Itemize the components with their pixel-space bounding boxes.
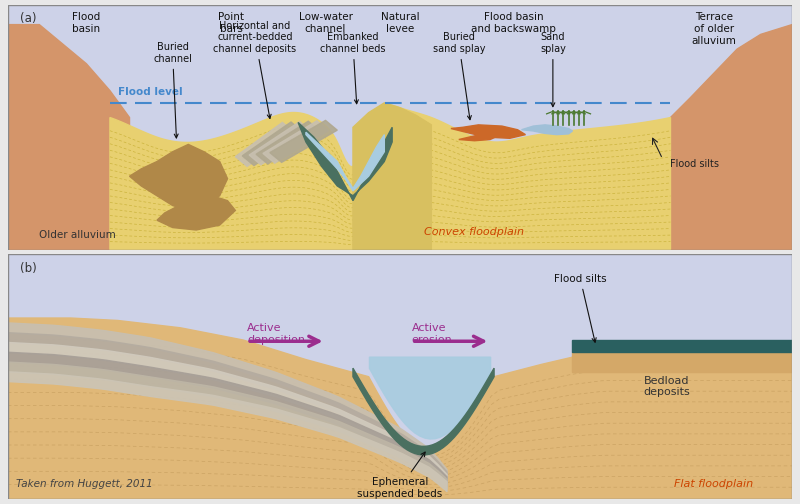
Polygon shape: [270, 120, 338, 162]
Text: Terrace
of older
alluvium: Terrace of older alluvium: [691, 13, 736, 45]
Text: Buried
channel: Buried channel: [154, 42, 192, 138]
Text: Flood level: Flood level: [118, 87, 182, 97]
Text: Bedload
deposits: Bedload deposits: [643, 375, 690, 397]
Polygon shape: [8, 333, 447, 482]
Polygon shape: [451, 125, 526, 138]
Text: Older alluvium: Older alluvium: [39, 230, 116, 240]
Polygon shape: [249, 121, 311, 165]
Polygon shape: [130, 145, 227, 211]
Text: Point
bars: Point bars: [218, 13, 245, 34]
Polygon shape: [8, 372, 447, 491]
Text: Flood basin
and backswamp: Flood basin and backswamp: [471, 13, 556, 34]
Text: Natural
levee: Natural levee: [381, 13, 419, 34]
Polygon shape: [242, 122, 302, 166]
Polygon shape: [306, 132, 384, 191]
Polygon shape: [8, 343, 447, 484]
Text: (b): (b): [20, 262, 37, 275]
Text: Active
deposition: Active deposition: [247, 323, 305, 345]
Text: Ephemeral
suspended beds: Ephemeral suspended beds: [358, 452, 442, 498]
Text: Flood silts: Flood silts: [670, 159, 719, 169]
Polygon shape: [256, 121, 320, 164]
Polygon shape: [573, 352, 792, 372]
Polygon shape: [353, 103, 431, 249]
Polygon shape: [110, 105, 670, 249]
Polygon shape: [8, 25, 130, 249]
Polygon shape: [573, 340, 792, 352]
Polygon shape: [353, 368, 494, 455]
Text: Flat floodplain: Flat floodplain: [674, 479, 753, 489]
Text: Low-water
channel: Low-water channel: [298, 13, 353, 34]
Text: Convex floodplain: Convex floodplain: [425, 227, 525, 237]
Polygon shape: [670, 25, 792, 249]
Polygon shape: [235, 122, 294, 166]
Text: Sand
splay: Sand splay: [540, 32, 566, 107]
Text: Taken from Huggett, 2011: Taken from Huggett, 2011: [16, 479, 153, 489]
Text: Flood
basin: Flood basin: [72, 13, 101, 34]
Polygon shape: [8, 318, 792, 499]
Text: Embanked
channel beds: Embanked channel beds: [320, 32, 386, 104]
Polygon shape: [370, 357, 490, 439]
Text: (a): (a): [20, 13, 36, 25]
Text: Horizontal and
current-bedded
channel deposits: Horizontal and current-bedded channel de…: [214, 21, 297, 118]
Text: Active
erosion: Active erosion: [412, 323, 453, 345]
Text: Buried
sand splay: Buried sand splay: [433, 32, 485, 119]
Polygon shape: [263, 121, 329, 163]
Polygon shape: [298, 122, 392, 201]
Polygon shape: [522, 125, 573, 135]
Text: Flood silts: Flood silts: [554, 274, 606, 342]
Polygon shape: [8, 352, 447, 487]
Polygon shape: [8, 323, 447, 479]
Polygon shape: [157, 196, 235, 230]
Polygon shape: [459, 134, 498, 141]
Polygon shape: [8, 362, 447, 489]
